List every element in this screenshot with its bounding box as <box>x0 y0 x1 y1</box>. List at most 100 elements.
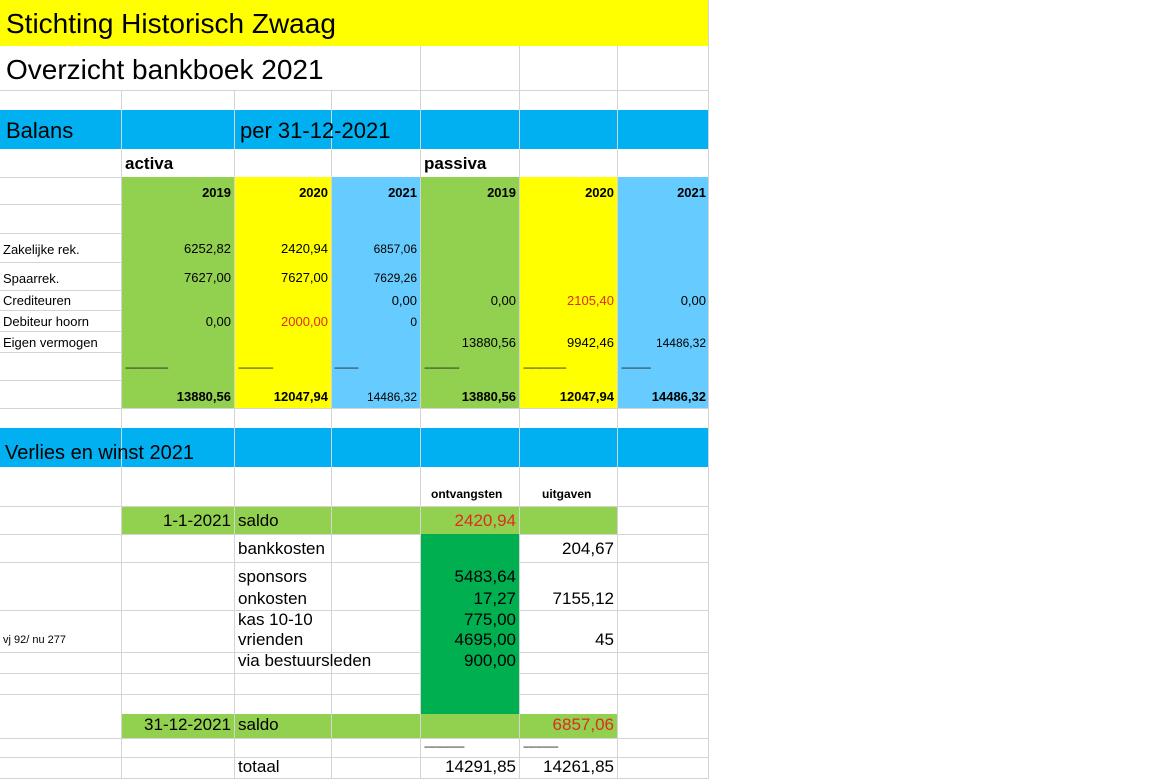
gridline <box>519 534 709 535</box>
col-uitgaven[interactable]: uitgaven <box>542 487 592 501</box>
total-p2021[interactable]: 14486,32 <box>651 389 706 404</box>
gridline <box>519 46 520 779</box>
sheet-title[interactable]: Stichting Historisch Zwaag <box>6 8 336 39</box>
row-label-eigen[interactable]: Eigen vermogen <box>3 335 98 350</box>
vw-header-bar <box>0 428 709 467</box>
year-passiva-2020[interactable]: 2020 <box>585 185 614 200</box>
total-a2020[interactable]: 12047,94 <box>273 389 328 404</box>
start-saldo-label[interactable]: saldo <box>238 511 279 530</box>
cell-eigen-p2019[interactable]: 13880,56 <box>461 335 516 350</box>
row-label-crediteuren[interactable]: Crediteuren <box>3 293 71 308</box>
item-vrienden-label[interactable]: vrienden <box>238 630 304 649</box>
end-saldo-bar <box>121 714 617 738</box>
total-a2019[interactable]: 13880,56 <box>176 389 231 404</box>
totaal-uitgaven[interactable]: 14261,85 <box>543 757 614 776</box>
gridline <box>519 562 709 563</box>
gridline <box>0 310 121 311</box>
gridline <box>0 233 121 234</box>
cell-zakelijke-a2021[interactable]: 6857,06 <box>373 242 417 256</box>
activa-2019-column <box>121 177 234 408</box>
year-passiva-2019[interactable]: 2019 <box>487 185 516 200</box>
row-label-spaarrek[interactable]: Spaarrek. <box>3 271 60 286</box>
gridline <box>0 204 121 205</box>
balans-label[interactable]: Balans <box>6 118 74 143</box>
gridline <box>519 673 709 674</box>
gridline <box>0 380 121 381</box>
year-activa-2019[interactable]: 2019 <box>202 185 231 200</box>
end-saldo-label[interactable]: saldo <box>238 715 279 734</box>
gridline <box>0 652 420 653</box>
item-bestuur-ontvangsten[interactable]: 900,00 <box>464 651 516 670</box>
item-vrienden-note[interactable]: vj 92/ nu 277 <box>3 634 66 646</box>
end-date[interactable]: 31-12-2021 <box>144 715 231 734</box>
cell-crediteuren-p2021[interactable]: 0,00 <box>680 293 706 308</box>
start-date[interactable]: 1-1-2021 <box>162 511 231 530</box>
gridline <box>0 262 121 263</box>
start-saldo-value[interactable]: 2420,94 <box>454 511 516 530</box>
item-bankkosten-label[interactable]: bankkosten <box>238 539 325 558</box>
passiva-2021-column <box>617 177 709 408</box>
item-vrienden-uitgaven[interactable]: 45 <box>595 630 614 649</box>
gridline <box>331 90 332 779</box>
total-p2020[interactable]: 12047,94 <box>559 389 614 404</box>
gridline <box>234 90 235 779</box>
dash-a2021: --------- <box>334 362 359 374</box>
sheet-subtitle[interactable]: Overzicht bankboek 2021 <box>6 54 324 85</box>
gridline <box>0 352 121 353</box>
gridline <box>0 534 420 535</box>
item-bankkosten-uitgaven[interactable]: 204,67 <box>562 539 614 558</box>
title-bar <box>0 0 709 46</box>
year-activa-2021[interactable]: 2021 <box>388 185 417 200</box>
item-sponsors-ontvangsten[interactable]: 5483,64 <box>454 567 516 586</box>
item-onkosten-label[interactable]: onkosten <box>238 589 307 608</box>
dash-p2019: ------------- <box>424 362 460 374</box>
item-kas-label[interactable]: kas 10-10 <box>238 610 313 629</box>
gridline <box>0 90 709 91</box>
balans-date[interactable]: per 31-12-2021 <box>240 118 391 143</box>
gridline <box>0 290 121 291</box>
cell-zakelijke-a2020[interactable]: 2420,94 <box>281 241 328 256</box>
cell-spaarrek-a2020[interactable]: 7627,00 <box>281 270 328 285</box>
cell-eigen-p2021[interactable]: 14486,32 <box>655 336 706 350</box>
item-vrienden-ontvangsten[interactable]: 4695,00 <box>454 630 516 649</box>
row-label-debiteur[interactable]: Debiteur hoorn <box>3 314 89 329</box>
totaal-label[interactable]: totaal <box>238 757 280 776</box>
item-kas-ontvangsten[interactable]: 775,00 <box>464 610 516 629</box>
cell-debiteur-a2020[interactable]: 2000,00 <box>281 314 328 329</box>
total-p2019[interactable]: 13880,56 <box>461 389 516 404</box>
year-activa-2020[interactable]: 2020 <box>299 185 328 200</box>
gridline <box>519 652 709 653</box>
ontvangsten-column <box>420 534 519 714</box>
totaal-ontvangsten[interactable]: 14291,85 <box>445 757 516 776</box>
item-bestuur-label[interactable]: via bestuursleden <box>238 651 372 670</box>
year-passiva-2021[interactable]: 2021 <box>677 185 706 200</box>
total-a2021[interactable]: 14486,32 <box>366 390 417 404</box>
dash-a2020: ------------- <box>238 362 274 374</box>
cell-crediteuren-p2019[interactable]: 0,00 <box>490 293 516 308</box>
activa-label[interactable]: activa <box>125 154 174 173</box>
vw-label[interactable]: Verlies en winst 2021 <box>5 442 195 464</box>
end-saldo-value[interactable]: 6857,06 <box>552 715 614 734</box>
cell-zakelijke-a2019[interactable]: 6252,82 <box>184 241 231 256</box>
col-ontvangsten[interactable]: ontvangsten <box>431 487 503 501</box>
cell-crediteuren-p2020[interactable]: 2105,40 <box>567 293 614 308</box>
cell-spaarrek-a2021[interactable]: 7629,26 <box>373 271 417 285</box>
gridline <box>0 610 420 611</box>
gridline <box>708 0 709 779</box>
gridline <box>0 506 709 507</box>
vw-dash-uitgaven: ------------- <box>523 741 559 753</box>
item-sponsors-label[interactable]: sponsors <box>238 567 307 586</box>
row-label-zakelijke[interactable]: Zakelijke rek. <box>3 242 80 257</box>
cell-debiteur-a2019[interactable]: 0,00 <box>205 314 231 329</box>
dash-p2021: ----------- <box>621 362 651 374</box>
cell-debiteur-a2021[interactable]: 0 <box>410 315 417 329</box>
cell-spaarrek-a2019[interactable]: 7627,00 <box>184 270 231 285</box>
gridline <box>519 610 709 611</box>
cell-crediteuren-a2021[interactable]: 0,00 <box>391 293 417 308</box>
passiva-2019-column <box>420 177 519 408</box>
cell-eigen-p2020[interactable]: 9942,46 <box>567 335 614 350</box>
item-onkosten-uitgaven[interactable]: 7155,12 <box>552 589 614 608</box>
passiva-label[interactable]: passiva <box>424 154 487 173</box>
item-onkosten-ontvangsten[interactable]: 17,27 <box>473 589 516 608</box>
